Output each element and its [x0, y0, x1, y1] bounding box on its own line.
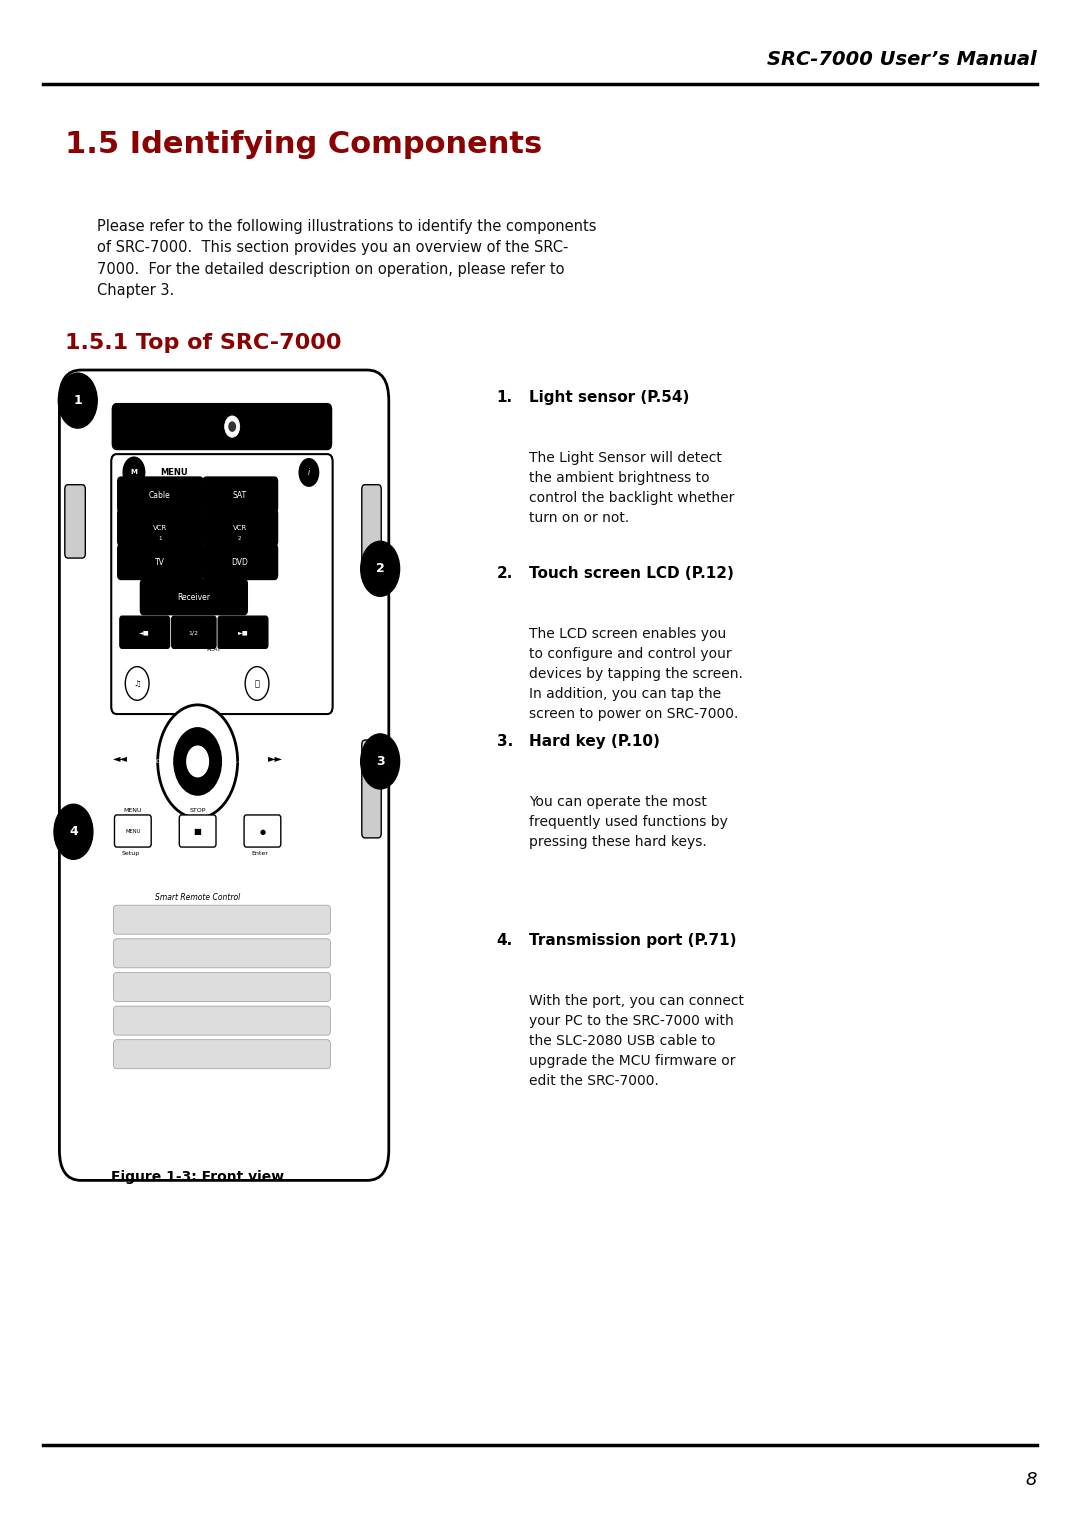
Text: With the port, you can connect
your PC to the SRC-7000 with
the SLC-2080 USB cab: With the port, you can connect your PC t… — [529, 994, 744, 1089]
FancyBboxPatch shape — [244, 815, 281, 847]
FancyBboxPatch shape — [203, 544, 278, 579]
Text: ►■: ►■ — [238, 630, 248, 636]
Text: CH-: CH- — [193, 787, 202, 794]
FancyBboxPatch shape — [113, 972, 330, 1001]
Text: 3.: 3. — [497, 734, 513, 749]
Text: Light sensor (P.54): Light sensor (P.54) — [529, 390, 689, 405]
FancyBboxPatch shape — [362, 485, 381, 573]
Circle shape — [174, 728, 221, 795]
Text: i: i — [308, 468, 310, 477]
Text: 1: 1 — [73, 394, 82, 407]
FancyBboxPatch shape — [114, 815, 151, 847]
Text: 1.5.1 Top of SRC-7000: 1.5.1 Top of SRC-7000 — [65, 333, 341, 353]
Text: STOP: STOP — [189, 807, 206, 813]
Circle shape — [299, 459, 319, 486]
Circle shape — [245, 667, 269, 700]
Text: TV: TV — [154, 558, 165, 567]
Text: ►►: ►► — [268, 754, 283, 763]
Text: Figure 1-3: Front view: Figure 1-3: Front view — [111, 1170, 284, 1183]
FancyBboxPatch shape — [218, 616, 268, 648]
Circle shape — [158, 705, 238, 818]
Text: SAT: SAT — [232, 491, 247, 500]
Text: ♫: ♫ — [134, 679, 140, 688]
Text: ◄■: ◄■ — [139, 630, 150, 636]
Text: Setup: Setup — [122, 850, 140, 856]
Circle shape — [225, 416, 240, 437]
FancyBboxPatch shape — [113, 905, 330, 934]
Text: 2: 2 — [376, 563, 384, 575]
FancyBboxPatch shape — [113, 1040, 330, 1069]
Circle shape — [187, 746, 208, 777]
FancyBboxPatch shape — [112, 404, 332, 450]
Text: Smart Remote Control: Smart Remote Control — [156, 893, 240, 902]
Text: Enter: Enter — [252, 850, 269, 856]
Circle shape — [125, 667, 149, 700]
Text: 3: 3 — [376, 755, 384, 768]
Text: 8: 8 — [1025, 1471, 1037, 1489]
Text: You can operate the most
frequently used functions by
pressing these hard keys.: You can operate the most frequently used… — [529, 795, 728, 849]
FancyBboxPatch shape — [172, 616, 216, 648]
Text: 1.5 Identifying Components: 1.5 Identifying Components — [65, 130, 542, 159]
FancyBboxPatch shape — [120, 616, 170, 648]
Circle shape — [58, 373, 97, 428]
Circle shape — [229, 422, 235, 431]
Text: VCR: VCR — [152, 524, 167, 531]
Text: M: M — [131, 469, 137, 476]
Text: Receiver: Receiver — [177, 593, 210, 602]
Text: SRC-7000 User’s Manual: SRC-7000 User’s Manual — [767, 50, 1037, 69]
FancyBboxPatch shape — [65, 485, 85, 558]
FancyBboxPatch shape — [179, 815, 216, 847]
Text: 2: 2 — [238, 535, 242, 541]
Text: VOL-: VOL- — [153, 758, 166, 764]
Text: 1.: 1. — [497, 390, 513, 405]
Text: ◄◄: ◄◄ — [113, 754, 129, 763]
Text: PLAY: PLAY — [206, 647, 221, 653]
Text: 4.: 4. — [497, 933, 513, 948]
Text: 4: 4 — [69, 826, 78, 838]
Text: Please refer to the following illustrations to identify the components
of SRC-70: Please refer to the following illustrati… — [97, 219, 597, 298]
FancyBboxPatch shape — [203, 477, 278, 512]
Circle shape — [361, 734, 400, 789]
Text: CH+: CH+ — [192, 729, 203, 735]
Text: 1/2: 1/2 — [188, 630, 199, 636]
Text: The LCD screen enables you
to configure and control your
devices by tapping the : The LCD screen enables you to configure … — [529, 627, 743, 722]
Text: Transmission port (P.71): Transmission port (P.71) — [529, 933, 737, 948]
FancyBboxPatch shape — [140, 579, 247, 615]
Text: MENU: MENU — [123, 807, 143, 813]
FancyBboxPatch shape — [113, 1006, 330, 1035]
Text: 1: 1 — [158, 535, 162, 541]
Text: The Light Sensor will detect
the ambient brightness to
control the backlight whe: The Light Sensor will detect the ambient… — [529, 451, 734, 524]
Circle shape — [54, 804, 93, 859]
Text: DVD: DVD — [231, 558, 248, 567]
Text: VCR: VCR — [232, 524, 247, 531]
FancyBboxPatch shape — [118, 509, 203, 546]
Text: 2.: 2. — [497, 566, 513, 581]
FancyBboxPatch shape — [118, 477, 203, 512]
Text: VOL+: VOL+ — [228, 758, 243, 764]
Text: Cable: Cable — [149, 491, 171, 500]
FancyBboxPatch shape — [362, 740, 381, 838]
FancyBboxPatch shape — [113, 939, 330, 968]
Text: Hard key (P.10): Hard key (P.10) — [529, 734, 660, 749]
FancyBboxPatch shape — [118, 544, 203, 579]
Text: ■: ■ — [193, 827, 202, 836]
Text: Touch screen LCD (P.12): Touch screen LCD (P.12) — [529, 566, 734, 581]
FancyBboxPatch shape — [59, 370, 389, 1180]
FancyBboxPatch shape — [111, 454, 333, 714]
Circle shape — [361, 541, 400, 596]
FancyBboxPatch shape — [203, 509, 278, 546]
Circle shape — [123, 457, 145, 488]
Text: ⏻: ⏻ — [255, 679, 259, 688]
Text: MENU: MENU — [160, 468, 188, 477]
Text: MENU: MENU — [125, 829, 140, 835]
Text: ●: ● — [259, 829, 266, 835]
